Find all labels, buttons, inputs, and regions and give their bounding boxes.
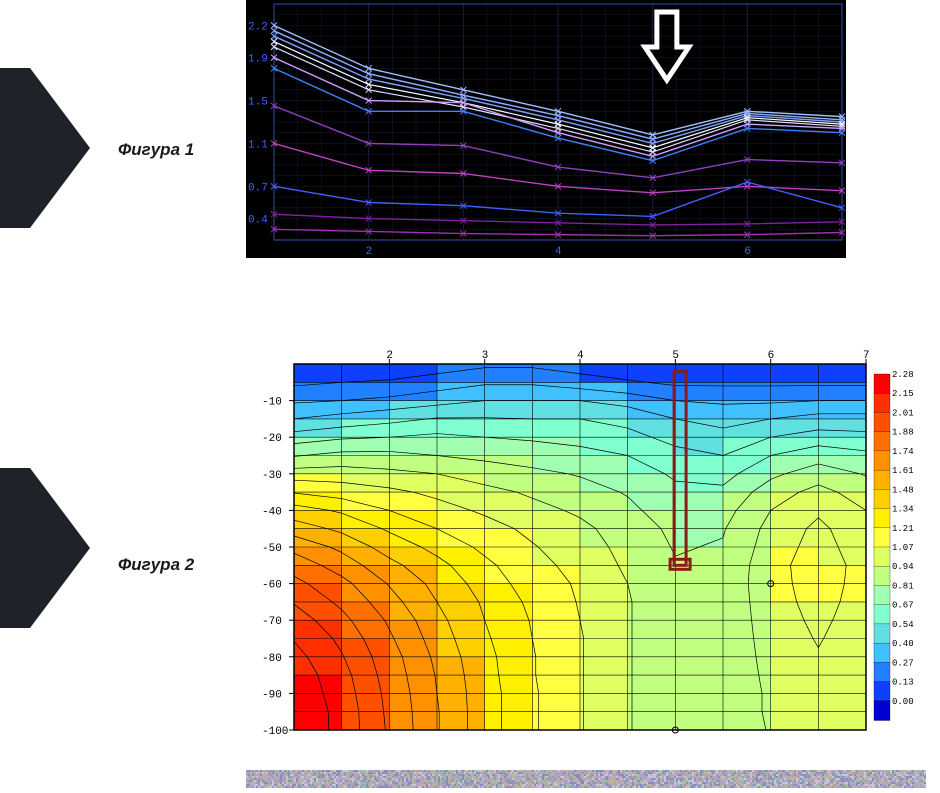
svg-text:1.21: 1.21	[892, 524, 914, 534]
svg-text:2.2: 2.2	[248, 21, 268, 33]
svg-text:-100: -100	[262, 726, 288, 738]
svg-text:4: 4	[577, 350, 584, 362]
svg-text:2: 2	[366, 246, 373, 258]
chevron-2	[0, 468, 100, 628]
svg-text:0.54: 0.54	[892, 620, 914, 630]
chevron-1	[0, 68, 100, 228]
svg-text:1.34: 1.34	[892, 505, 914, 515]
svg-text:-50: -50	[262, 543, 282, 555]
svg-text:5: 5	[672, 350, 679, 362]
svg-text:2.28: 2.28	[892, 370, 914, 380]
svg-text:-10: -10	[262, 397, 282, 409]
svg-text:0.40: 0.40	[892, 639, 914, 649]
svg-text:2.15: 2.15	[892, 389, 914, 399]
figure1-label: Фигура 1	[118, 140, 194, 160]
svg-text:1.07: 1.07	[892, 543, 914, 553]
svg-text:0.27: 0.27	[892, 658, 914, 668]
figure1-chart: 0.4 0.7 1.1 1.5 1.9 2.2 2 4 6	[246, 0, 846, 258]
svg-text:-20: -20	[262, 433, 282, 445]
svg-text:-40: -40	[262, 506, 282, 518]
svg-text:1.61: 1.61	[892, 466, 914, 476]
svg-text:0.13: 0.13	[892, 678, 914, 688]
svg-text:2.01: 2.01	[892, 408, 914, 418]
svg-text:-70: -70	[262, 616, 282, 628]
svg-text:1.74: 1.74	[892, 447, 914, 457]
svg-text:-30: -30	[262, 470, 282, 482]
figure2-label: Фигура 2	[118, 555, 194, 575]
svg-text:2: 2	[386, 350, 393, 362]
svg-text:-90: -90	[262, 689, 282, 701]
svg-text:1.5: 1.5	[248, 97, 268, 109]
svg-text:-80: -80	[262, 653, 282, 665]
svg-text:1.1: 1.1	[248, 139, 268, 151]
svg-text:4: 4	[555, 246, 562, 258]
svg-text:1.9: 1.9	[248, 54, 268, 66]
svg-text:3: 3	[482, 350, 489, 362]
svg-text:-60: -60	[262, 580, 282, 592]
svg-text:7: 7	[863, 350, 870, 362]
svg-text:0.4: 0.4	[248, 215, 268, 227]
svg-text:1.48: 1.48	[892, 485, 914, 495]
svg-text:0.94: 0.94	[892, 562, 914, 572]
svg-text:0.00: 0.00	[892, 697, 914, 707]
figure2-chart: 2 3 4 5 6 7 -10 -20 -30 -40 -50 -60 -70 -80 -90 -100 2.2…	[246, 346, 926, 738]
svg-text:0.67: 0.67	[892, 601, 914, 611]
svg-text:0.81: 0.81	[892, 581, 914, 591]
svg-text:1.88: 1.88	[892, 428, 914, 438]
svg-text:6: 6	[768, 350, 775, 362]
svg-text:0.7: 0.7	[248, 182, 268, 194]
svg-text:6: 6	[744, 246, 751, 258]
noise-strip	[246, 770, 926, 788]
